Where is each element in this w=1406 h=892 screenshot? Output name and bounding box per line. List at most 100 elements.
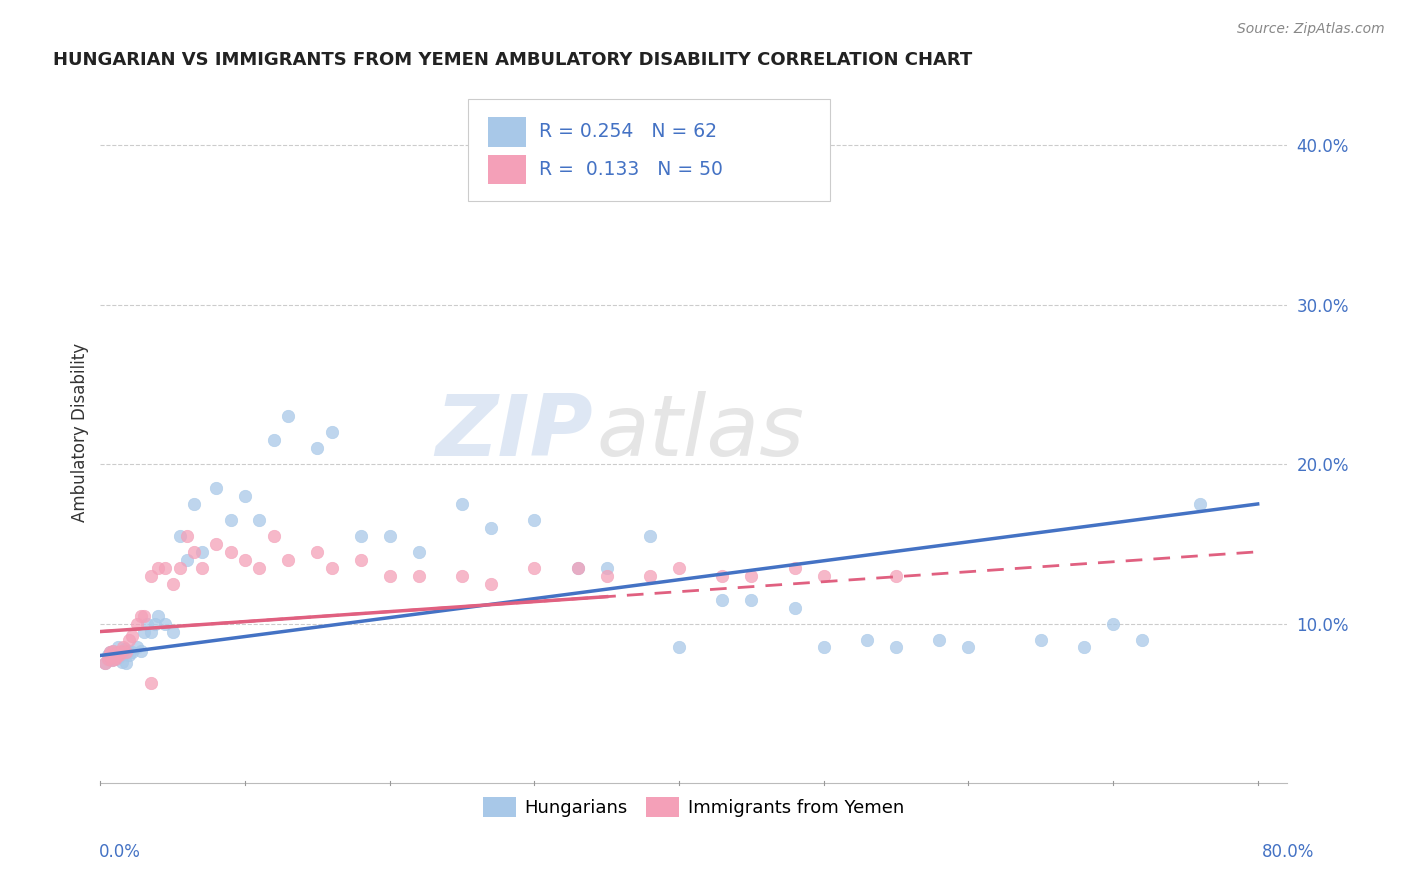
Point bbox=[114, 642, 136, 657]
Point bbox=[97, 651, 120, 665]
Point bbox=[183, 545, 205, 559]
Point bbox=[249, 513, 271, 527]
Point bbox=[884, 640, 907, 655]
Point bbox=[190, 561, 212, 575]
Point bbox=[523, 513, 546, 527]
Point bbox=[205, 537, 228, 551]
Point bbox=[205, 481, 228, 495]
Point bbox=[350, 553, 373, 567]
Point bbox=[957, 640, 980, 655]
Text: ZIP: ZIP bbox=[434, 391, 593, 474]
Point bbox=[277, 409, 299, 424]
Point bbox=[107, 645, 129, 659]
Text: R =  0.133   N = 50: R = 0.133 N = 50 bbox=[540, 160, 723, 178]
Legend: Hungarians, Immigrants from Yemen: Hungarians, Immigrants from Yemen bbox=[477, 790, 911, 824]
Point bbox=[1073, 640, 1095, 655]
Point bbox=[856, 632, 879, 647]
Point bbox=[108, 650, 131, 665]
Point bbox=[263, 433, 285, 447]
Point bbox=[813, 640, 835, 655]
Point bbox=[350, 529, 373, 543]
Point bbox=[176, 553, 198, 567]
Point bbox=[638, 568, 661, 582]
Point bbox=[115, 657, 138, 671]
Text: 0.0%: 0.0% bbox=[98, 843, 141, 861]
Point bbox=[378, 529, 401, 543]
Point bbox=[104, 651, 127, 665]
Point bbox=[668, 640, 690, 655]
Point bbox=[378, 568, 401, 582]
Point bbox=[183, 497, 205, 511]
Point bbox=[668, 561, 690, 575]
Point bbox=[190, 545, 212, 559]
Point bbox=[1130, 632, 1153, 647]
Point bbox=[740, 568, 762, 582]
Point bbox=[233, 553, 256, 567]
Point bbox=[595, 561, 617, 575]
Point bbox=[638, 529, 661, 543]
Point bbox=[105, 648, 128, 663]
Point bbox=[321, 425, 343, 440]
Point bbox=[101, 653, 124, 667]
Point bbox=[162, 624, 184, 639]
FancyBboxPatch shape bbox=[468, 99, 830, 201]
Point bbox=[98, 648, 121, 663]
Point bbox=[783, 561, 806, 575]
Point bbox=[118, 632, 141, 647]
Point bbox=[263, 529, 285, 543]
Point bbox=[148, 608, 170, 623]
Point bbox=[139, 568, 162, 582]
Point bbox=[111, 643, 134, 657]
Point bbox=[132, 608, 155, 623]
Point bbox=[93, 657, 115, 671]
Point bbox=[176, 529, 198, 543]
Point bbox=[98, 651, 121, 665]
Point bbox=[595, 568, 617, 582]
Point bbox=[139, 675, 162, 690]
Text: Source: ZipAtlas.com: Source: ZipAtlas.com bbox=[1237, 22, 1385, 37]
Point bbox=[115, 645, 138, 659]
Point bbox=[408, 568, 430, 582]
Point bbox=[155, 616, 177, 631]
Point bbox=[143, 616, 166, 631]
Point bbox=[740, 592, 762, 607]
Point bbox=[108, 648, 131, 663]
Text: 80.0%: 80.0% bbox=[1263, 843, 1315, 861]
Point bbox=[121, 645, 143, 659]
Point bbox=[110, 647, 132, 661]
Point bbox=[129, 608, 152, 623]
Point bbox=[111, 655, 134, 669]
Point bbox=[118, 648, 141, 663]
Point bbox=[813, 568, 835, 582]
FancyBboxPatch shape bbox=[488, 117, 526, 146]
Point bbox=[112, 645, 135, 659]
Point bbox=[93, 657, 115, 671]
Point bbox=[125, 616, 148, 631]
Point bbox=[307, 545, 329, 559]
Point bbox=[105, 650, 128, 665]
Point bbox=[523, 561, 546, 575]
Point bbox=[1029, 632, 1052, 647]
Point bbox=[451, 568, 474, 582]
Point bbox=[101, 653, 124, 667]
Point bbox=[104, 651, 127, 665]
Point bbox=[103, 643, 125, 657]
Point bbox=[97, 648, 120, 663]
Point bbox=[567, 561, 589, 575]
Point bbox=[928, 632, 950, 647]
Point bbox=[139, 624, 162, 639]
Point bbox=[479, 521, 502, 535]
Point bbox=[408, 545, 430, 559]
Point bbox=[148, 561, 170, 575]
Text: atlas: atlas bbox=[596, 391, 804, 474]
Point bbox=[125, 640, 148, 655]
Point bbox=[132, 624, 155, 639]
Point bbox=[307, 441, 329, 455]
Text: HUNGARIAN VS IMMIGRANTS FROM YEMEN AMBULATORY DISABILITY CORRELATION CHART: HUNGARIAN VS IMMIGRANTS FROM YEMEN AMBUL… bbox=[53, 51, 972, 69]
Point bbox=[479, 576, 502, 591]
Point bbox=[100, 645, 122, 659]
Point bbox=[169, 529, 191, 543]
Point bbox=[1188, 497, 1211, 511]
Point bbox=[117, 643, 139, 657]
Point bbox=[100, 645, 122, 659]
